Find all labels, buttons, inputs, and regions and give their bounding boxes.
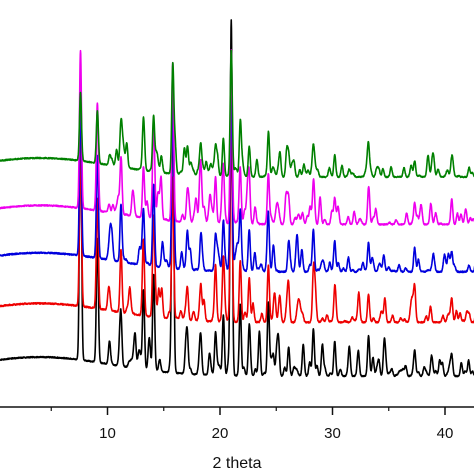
series-layer [0,19,474,378]
x-axis-ticks: 10 20 30 40 [50,407,454,442]
x-tick-label-40: 40 [437,425,454,442]
series-line-red [0,122,474,324]
series-line-black [0,19,474,378]
series-line-magenta [0,49,474,226]
series-line-blue [0,91,474,274]
series-line-green [0,49,474,179]
x-tick-label-20: 20 [212,425,229,442]
x-axis-title: 2 theta [213,455,262,472]
x-tick-label-10: 10 [99,425,116,442]
x-tick-label-30: 30 [324,425,341,442]
